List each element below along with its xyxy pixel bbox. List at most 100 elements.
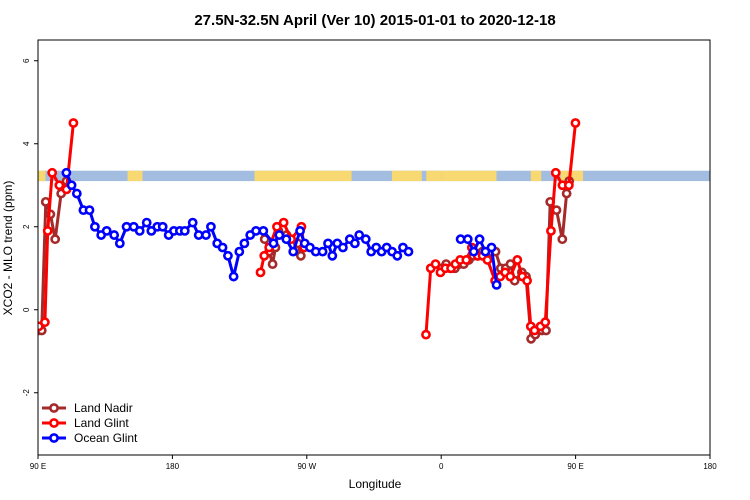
data-point <box>61 167 72 178</box>
legend-label: Ocean Glint <box>74 431 138 445</box>
land-segment <box>254 170 352 182</box>
x-tick-label: 0 <box>439 462 444 471</box>
data-point <box>392 250 403 261</box>
data-point <box>462 234 473 245</box>
data-point <box>268 238 279 249</box>
legend-label: Land Glint <box>74 416 129 430</box>
data-point <box>327 250 338 261</box>
legend-label: Land Nadir <box>74 401 133 415</box>
data-point <box>403 246 414 257</box>
legend-swatch-marker <box>49 403 59 413</box>
data-point <box>54 180 65 191</box>
data-point <box>228 271 239 282</box>
data-point <box>134 225 145 236</box>
plot-frame <box>37 39 711 456</box>
data-point <box>47 167 58 178</box>
data-point <box>84 205 95 216</box>
data-point <box>570 118 581 128</box>
x-tick-label: 90 E <box>567 462 583 471</box>
data-point <box>540 317 551 328</box>
data-point <box>522 275 532 286</box>
land-segment <box>560 170 584 182</box>
x-tick-label: 90 W <box>297 462 316 471</box>
data-point <box>71 188 82 199</box>
chart-title: 27.5N-32.5N April (Ver 10) 2015-01-01 to… <box>194 12 555 29</box>
data-point <box>89 221 100 232</box>
data-point <box>267 259 278 269</box>
data-point <box>360 234 371 245</box>
y-axis: -2 0 2 4 6 <box>22 58 38 396</box>
data-point <box>323 238 333 249</box>
y-tick-label: 4 <box>22 141 31 146</box>
y-tick-label: 6 <box>22 58 31 63</box>
data-point <box>486 242 497 253</box>
land-segment <box>127 170 143 182</box>
data-point <box>217 242 228 253</box>
data-point <box>512 255 523 265</box>
data-point <box>421 329 431 340</box>
legend-swatch-marker <box>49 418 59 428</box>
land-segment <box>391 170 422 182</box>
data-point <box>563 180 574 191</box>
ocean-strip <box>38 170 710 182</box>
data-point <box>42 225 53 236</box>
data-point <box>109 230 120 240</box>
data-point <box>206 221 216 232</box>
data-point <box>317 246 328 257</box>
data-point <box>101 225 112 236</box>
y-tick-label: -2 <box>22 389 31 397</box>
data-point <box>274 230 285 240</box>
data-point <box>295 225 305 236</box>
data-point <box>461 255 472 265</box>
data-point <box>349 238 360 249</box>
data-point <box>557 234 568 245</box>
y-tick-label: 0 <box>22 307 31 312</box>
data-point <box>474 234 485 245</box>
land-ocean-strip <box>38 170 710 182</box>
data-point <box>234 246 245 257</box>
data-point <box>255 267 266 278</box>
data-point <box>482 255 493 265</box>
data-point <box>223 250 233 261</box>
data-point <box>239 238 250 249</box>
data-point <box>278 217 289 228</box>
data-point <box>39 317 50 328</box>
data-point <box>281 234 292 245</box>
data-point <box>187 217 198 228</box>
series-ocean-glint <box>61 167 502 290</box>
land-segment <box>426 170 442 182</box>
land-segment <box>530 170 542 182</box>
data-point <box>550 167 561 178</box>
data-point <box>354 230 365 240</box>
data-point <box>157 221 168 232</box>
x-axis: 90 E 180 90 W 0 90 E 180 <box>30 455 717 471</box>
legend-swatch-marker <box>49 433 59 443</box>
data-point <box>561 188 572 199</box>
data-point <box>141 217 152 228</box>
data-point <box>179 225 190 236</box>
data-point <box>50 234 61 245</box>
data-point <box>258 225 269 236</box>
data-point <box>430 259 441 269</box>
series-layer <box>38 118 581 344</box>
data-point <box>201 230 211 240</box>
x-tick-label: 90 E <box>30 462 46 471</box>
series-line <box>38 122 577 335</box>
data-point <box>491 279 502 290</box>
x-tick-label: 180 <box>166 462 180 471</box>
data-point <box>505 271 516 282</box>
y-axis-label: XCO2 - MLO trend (ppm) <box>1 181 15 316</box>
data-point <box>272 221 282 232</box>
data-point <box>288 246 299 257</box>
x-axis-label: Longitude <box>349 477 402 491</box>
land-segment <box>441 170 497 182</box>
data-point <box>468 246 479 257</box>
data-point <box>295 250 306 261</box>
data-point <box>66 180 77 191</box>
y-tick-label: 2 <box>22 224 31 229</box>
data-point <box>259 250 270 261</box>
land-segment <box>38 170 46 182</box>
series-land-glint <box>38 118 581 340</box>
